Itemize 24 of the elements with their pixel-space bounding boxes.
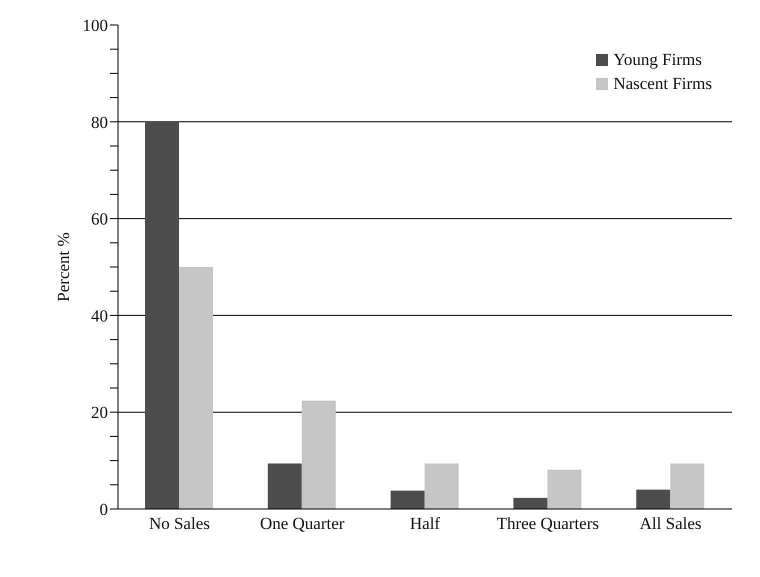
bar xyxy=(179,267,214,509)
x-tick-label: All Sales xyxy=(640,514,702,534)
y-tick-label: 100 xyxy=(82,16,108,36)
bar xyxy=(670,464,704,509)
bar xyxy=(390,490,425,509)
bar xyxy=(424,464,459,509)
x-tick-label: Half xyxy=(410,514,440,534)
y-tick-label: 20 xyxy=(91,403,108,422)
bar xyxy=(268,464,302,509)
x-tick-label: No Sales xyxy=(148,514,210,534)
x-tick-label: Three Quarters xyxy=(496,514,600,534)
bar xyxy=(302,400,336,509)
bar xyxy=(513,498,548,509)
legend-label: Young Firms xyxy=(613,49,702,71)
bar xyxy=(145,122,180,509)
legend-label: Nascent Firms xyxy=(613,73,712,95)
y-tick-label: 40 xyxy=(91,306,108,326)
bar xyxy=(636,490,670,509)
y-tick-label: 60 xyxy=(91,210,108,229)
y-tick-label: 80 xyxy=(91,112,108,132)
y-axis-title: Percent % xyxy=(54,232,74,302)
x-tick-label: One Quarter xyxy=(260,514,345,534)
bar xyxy=(547,470,582,509)
y-tick-label: 0 xyxy=(100,500,108,520)
